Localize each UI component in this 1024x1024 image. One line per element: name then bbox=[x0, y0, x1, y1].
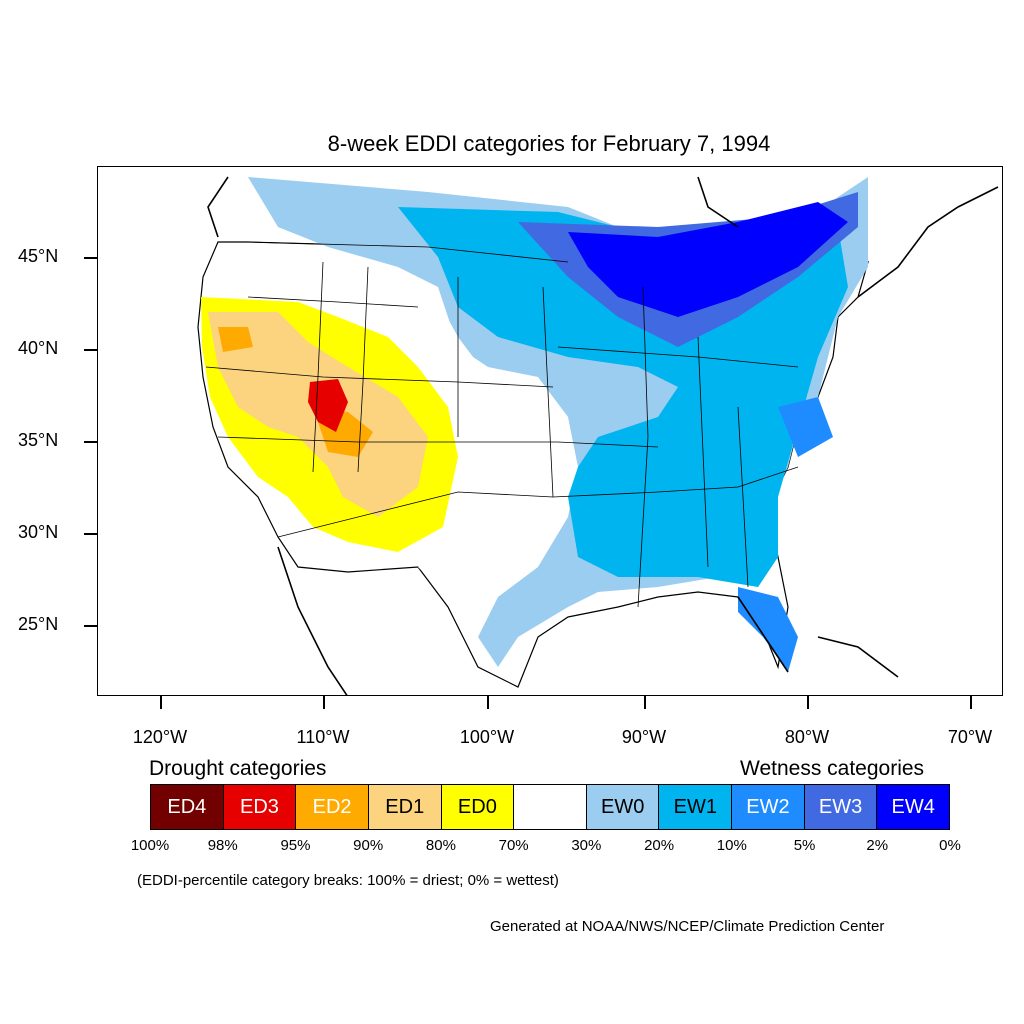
lat-label-35: 35°N bbox=[18, 430, 59, 450]
legend-cell-ed2: ED2 bbox=[296, 785, 369, 829]
wet-region-ew4 bbox=[568, 202, 848, 317]
lon-label-110: 110°W bbox=[296, 727, 350, 747]
lon-tick bbox=[970, 696, 972, 709]
legend-break-label: 10% bbox=[716, 837, 747, 854]
lat-tick bbox=[84, 349, 97, 351]
legend-cell-neutral bbox=[514, 785, 587, 829]
lat-tick bbox=[84, 257, 97, 259]
lat-tick bbox=[84, 625, 97, 627]
drought-region-ed2-b bbox=[218, 327, 253, 352]
legend-break-label: 98% bbox=[207, 837, 238, 854]
legend-cell-ew0: EW0 bbox=[586, 785, 660, 829]
wetness-heading: Wetness categories bbox=[740, 757, 925, 780]
lon-tick bbox=[160, 696, 162, 709]
legend-cell-ed0: ED0 bbox=[441, 785, 515, 829]
legend-break-label: 0% bbox=[939, 837, 961, 854]
legend-break-label: 80% bbox=[425, 837, 456, 854]
lon-tick bbox=[644, 696, 646, 709]
map-title: 8-week EDDI categories for February 7, 1… bbox=[327, 131, 771, 156]
legend-break-label: 30% bbox=[571, 837, 602, 854]
lon-tick bbox=[807, 696, 809, 709]
coastlines bbox=[207, 176, 999, 695]
lat-label-25: 25°N bbox=[18, 614, 59, 634]
map-area bbox=[97, 166, 1003, 696]
lat-label-45: 45°N bbox=[18, 246, 59, 266]
lon-label-80: 80°W bbox=[784, 727, 830, 747]
legend-cell-ew3: EW3 bbox=[804, 785, 878, 829]
legend-break-label: 70% bbox=[498, 837, 529, 854]
legend-colorbar: ED4 ED3 ED2 ED1 ED0 EW0 EW1 EW2 EW3 EW4 bbox=[150, 784, 950, 830]
legend-cell-ew2: EW2 bbox=[732, 785, 805, 829]
legend-cell-ew1: EW1 bbox=[659, 785, 733, 829]
lat-tick bbox=[84, 533, 97, 535]
legend-cell-ed3: ED3 bbox=[223, 785, 297, 829]
wet-region-ew2 bbox=[738, 587, 798, 672]
legend-break-label: 2% bbox=[866, 837, 889, 854]
eddi-map bbox=[197, 176, 999, 695]
lon-tick bbox=[487, 696, 489, 709]
lon-label-100: 100°W bbox=[459, 727, 515, 747]
drought-heading: Drought categories bbox=[149, 757, 327, 780]
legend-break-label: 20% bbox=[644, 837, 675, 854]
drought-region-ed3 bbox=[308, 379, 348, 432]
lat-label-40: 40°N bbox=[18, 338, 59, 358]
legend-note: (EDDI-percentile category breaks: 100% =… bbox=[137, 872, 559, 889]
wet-region-ew2-b bbox=[778, 397, 833, 457]
legend-break-label: 100% bbox=[130, 837, 170, 854]
lon-tick bbox=[323, 696, 325, 709]
lon-label-70: 70°W bbox=[947, 727, 993, 747]
lon-label-90: 90°W bbox=[621, 727, 667, 747]
legend-break-label: 95% bbox=[280, 837, 311, 854]
legend-cell-ew4: EW4 bbox=[877, 785, 950, 829]
legend-cell-ed1: ED1 bbox=[368, 785, 442, 829]
state-boundaries bbox=[205, 241, 799, 608]
legend-cell-ed4: ED4 bbox=[151, 785, 224, 829]
lat-tick bbox=[84, 441, 97, 443]
legend-break-label: 90% bbox=[353, 837, 384, 854]
lat-label-30: 30°N bbox=[18, 522, 59, 542]
neutral-region-plains bbox=[348, 277, 568, 607]
credit-text: Generated at NOAA/NWS/NCEP/Climate Predi… bbox=[490, 918, 885, 935]
lon-label-120: 120°W bbox=[132, 727, 188, 747]
legend-break-label: 5% bbox=[793, 837, 816, 854]
